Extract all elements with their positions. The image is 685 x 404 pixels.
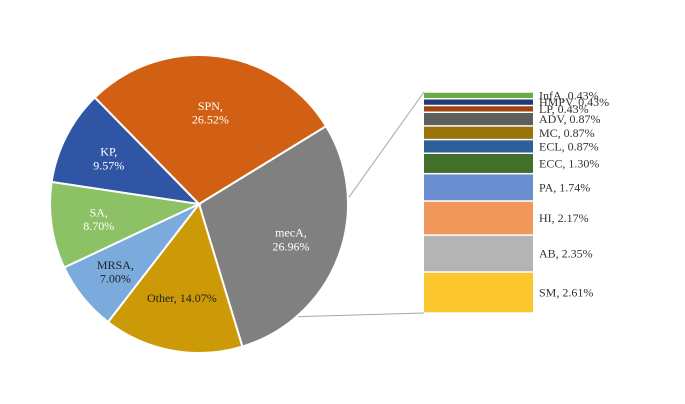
breakdown-bar-labels: InfA, 0.43%HMPV, 0.43%LP, 0.43%ADV, 0.87… <box>539 88 609 299</box>
pie-label-kp: KP, 9.57% <box>93 144 124 172</box>
bar-segment-ab <box>424 235 533 272</box>
bar-segment-hi <box>424 201 533 235</box>
bar-segment-sm <box>424 272 533 313</box>
bar-segment-mc <box>424 126 533 139</box>
pie-slice-other <box>106 201 244 354</box>
bar-label-mc: MC, 0.87% <box>539 126 595 140</box>
bar-label-sm: SM, 2.61% <box>539 286 593 300</box>
pie-label-spn: SPN, 26.52% <box>192 99 229 127</box>
pie-slice-kp <box>50 96 202 206</box>
bar-label-ab: AB, 2.35% <box>539 247 593 261</box>
pie-label-sa: SA, 8.70% <box>83 205 114 233</box>
bar-segment-pa <box>424 174 533 201</box>
bar-label-hi: HI, 2.17% <box>539 211 589 225</box>
breakdown-bar <box>424 92 533 313</box>
bar-segment-ecc <box>424 154 533 173</box>
bar-label-pa: PA, 1.74% <box>539 180 590 194</box>
bar-label-infa: InfA, 0.43% <box>539 88 599 102</box>
bar-label-hmpv: HMPV, 0.43% <box>539 95 609 109</box>
bar-label-adv: ADV, 0.87% <box>539 112 600 126</box>
bar-segment-infa <box>424 92 533 99</box>
bar-segment-adv <box>424 113 533 126</box>
bar-segment-hmpv <box>424 99 533 105</box>
bar-label-ecc: ECC, 1.30% <box>539 156 599 170</box>
pie-labels: mecA, 26.96% Other, 14.07% MRSA, 7.00% SA, 8.7… <box>83 99 309 305</box>
pie <box>49 54 349 354</box>
pie-label-other: Other, 14.07% <box>147 291 217 305</box>
pie-slice-sa <box>49 180 203 269</box>
bar-label-lp: LP, 0.43% <box>539 102 589 116</box>
bar-segment-lp <box>424 106 533 112</box>
bar-label-ecl: ECL, 0.87% <box>539 139 599 153</box>
pie-slice-spn <box>93 54 328 206</box>
bar-segment-ecl <box>424 140 533 153</box>
pie-label-meca: mecA, 26.96% <box>272 225 309 253</box>
pie-label-mrsa: MRSA, 7.00% <box>97 258 134 286</box>
